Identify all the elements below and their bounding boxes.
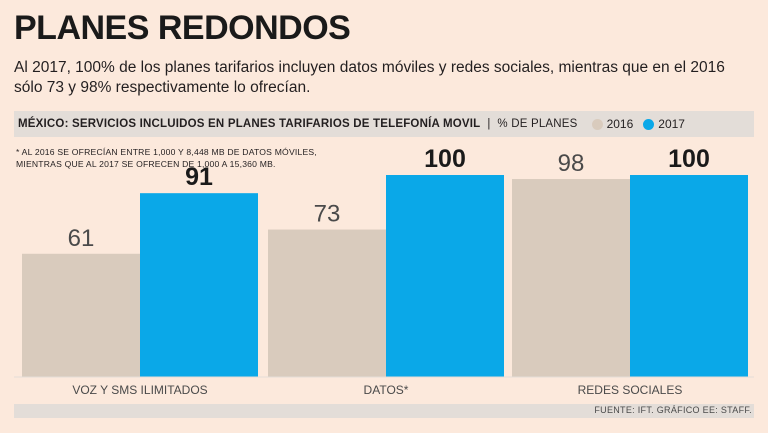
bar-2016-1 xyxy=(268,229,386,377)
subtitle: Al 2017, 100% de los planes tarifarios i… xyxy=(14,59,725,96)
source-credit: FUENTE: IFT. GRÁFICO EE: STAFF. xyxy=(594,405,752,415)
footnote-line-2: MIENTRAS QUE AL 2017 SE OFRECEN DE 1,000… xyxy=(16,159,276,169)
legend-label-2016: 2016 xyxy=(606,117,634,131)
data-label-2016-1: 73 xyxy=(314,201,341,228)
chart-title: MÉXICO: SERVICIOS INCLUIDOS EN PLANES TA… xyxy=(18,118,481,130)
bar-2017-1 xyxy=(386,175,504,377)
data-label-2016-2: 98 xyxy=(558,150,585,177)
data-label-2017-1: 100 xyxy=(424,145,466,173)
bar-2016-0 xyxy=(22,253,140,377)
legend-dot-2017 xyxy=(643,118,655,130)
data-label-2016-0: 61 xyxy=(68,225,95,252)
legend-item-2016: 2016 xyxy=(591,117,634,131)
data-label-2017-2: 100 xyxy=(668,145,710,173)
footnote: * AL 2016 SE OFRECÍAN ENTRE 1,000 Y 8,44… xyxy=(16,146,356,170)
data-label-2017-0: 91 xyxy=(185,163,213,191)
chart-header-band: MÉXICO: SERVICIOS INCLUIDOS EN PLANES TA… xyxy=(14,111,754,137)
category-label-2: REDES SOCIALES xyxy=(578,383,683,397)
category-label-0: VOZ Y SMS ILIMITADOS xyxy=(72,383,207,397)
legend-label-2017: 2017 xyxy=(658,117,685,131)
band-separator: | xyxy=(487,118,491,130)
bar-2017-2 xyxy=(630,175,748,377)
category-label-1: DATOS* xyxy=(364,383,409,397)
legend-dot-2016 xyxy=(591,118,603,130)
unit-label: % DE PLANES xyxy=(497,118,578,130)
footer-band xyxy=(14,404,754,418)
bar-2016-2 xyxy=(512,179,630,377)
page-title: PLANES REDONDOS xyxy=(14,9,351,47)
footnote-line-1: * AL 2016 SE OFRECÍAN ENTRE 1,000 Y 8,44… xyxy=(16,147,317,157)
legend-item-2017: 2017 xyxy=(643,117,685,131)
bar-2017-0 xyxy=(140,193,258,377)
